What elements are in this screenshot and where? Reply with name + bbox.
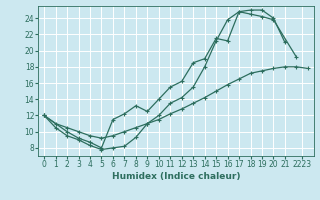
X-axis label: Humidex (Indice chaleur): Humidex (Indice chaleur) [112,172,240,181]
